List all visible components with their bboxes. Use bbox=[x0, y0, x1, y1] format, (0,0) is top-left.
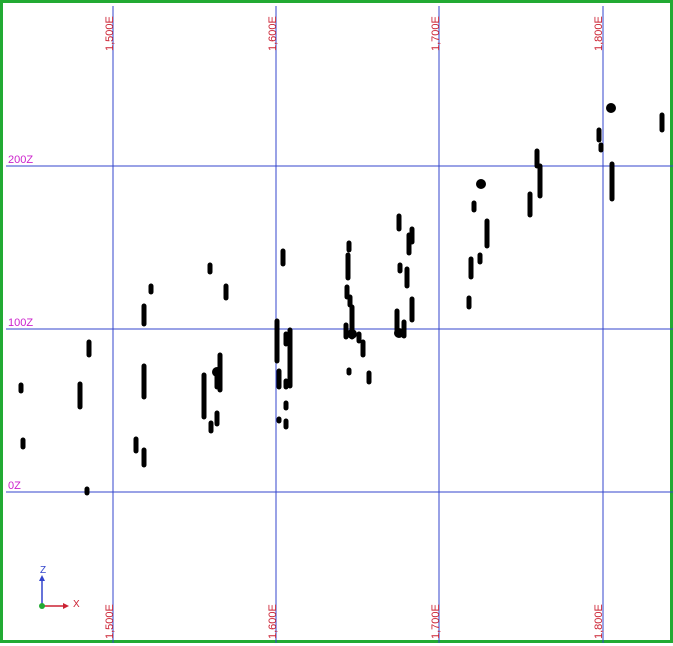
drillhole-collar-point bbox=[212, 367, 222, 377]
easting-label-bottom-1700: 1,700E bbox=[430, 604, 442, 639]
easting-label-bottom-1800: 1,800E bbox=[593, 604, 605, 639]
axis-x-label: X bbox=[73, 599, 80, 610]
easting-label-top-1700: 1,700E bbox=[430, 16, 442, 51]
drillhole-traces bbox=[18, 103, 665, 496]
section-view-canvas[interactable] bbox=[3, 3, 673, 646]
axis-gizmo-icon bbox=[39, 575, 69, 609]
drillhole-collar-point bbox=[394, 328, 404, 338]
grid-lines bbox=[6, 6, 673, 643]
easting-label-bottom-1600: 1,600E bbox=[267, 604, 279, 639]
easting-label-bottom-1500: 1,500E bbox=[104, 604, 116, 639]
elevation-label-0z: 0Z bbox=[8, 480, 21, 492]
axis-z-label: Z bbox=[40, 565, 47, 576]
elevation-label-100z: 100Z bbox=[8, 317, 34, 329]
drillhole-collar-point bbox=[606, 103, 616, 113]
drillhole-collar-point bbox=[347, 329, 357, 339]
elevation-label-200z: 200Z bbox=[8, 154, 34, 166]
drillhole-collar-point bbox=[476, 179, 486, 189]
axis-gizmo: Z X bbox=[33, 563, 80, 613]
easting-label-top-1500: 1,500E bbox=[104, 16, 116, 51]
easting-label-top-1800: 1,800E bbox=[593, 16, 605, 51]
easting-label-top-1600: 1,600E bbox=[267, 16, 279, 51]
